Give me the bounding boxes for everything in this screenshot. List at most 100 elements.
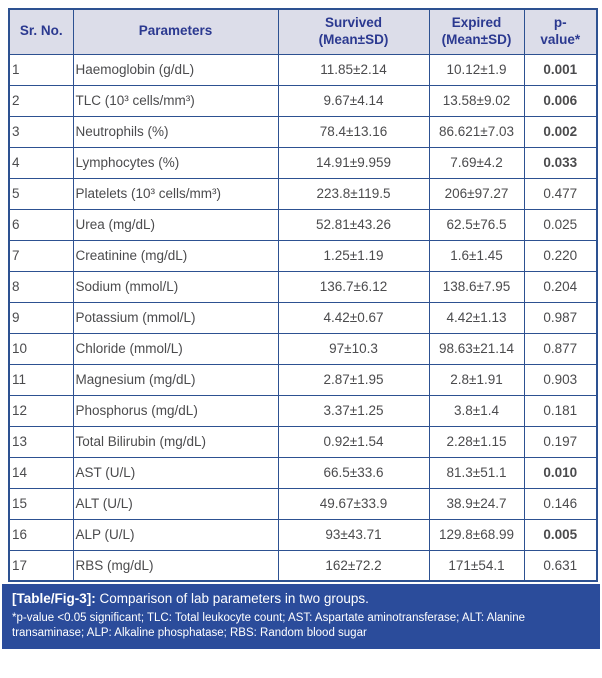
cell-parameter: ALP (U/L) [72,518,279,551]
cell-parameter: Platelets (10³ cells/mm³) [72,177,279,210]
cell-sr-no: 9 [8,301,74,334]
cell-survived: 52.81±43.26 [277,208,430,241]
cell-survived: 9.67±4.14 [277,84,430,117]
cell-parameter: Potassium (mmol/L) [72,301,279,334]
cell-parameter: AST (U/L) [72,456,279,489]
cell-p-value: 0.033 [523,146,598,179]
lab-parameters-table: Sr. No. Parameters Survived (Mean±SD) Ex… [8,8,598,582]
table-row: 5 Platelets (10³ cells/mm³) 223.8±119.5 206… [8,177,598,210]
caption-footnote: *p-value <0.05 significant; TLC: Total l… [12,611,526,640]
cell-sr-no: 16 [8,518,74,551]
table-row: 7 Creatinine (mg/dL) 1.25±1.19 1.6±1.45 0.22… [8,239,598,272]
cell-survived: 66.5±33.6 [277,456,430,489]
table-row: 16 ALP (U/L) 93±43.71 129.8±68.99 0.005 [8,518,598,551]
cell-expired: 171±54.1 [428,549,525,582]
cell-survived: 78.4±13.16 [277,115,430,148]
cell-parameter: RBS (mg/dL) [72,549,279,582]
cell-p-value: 0.006 [523,84,598,117]
cell-sr-no: 4 [8,146,74,179]
cell-expired: 4.42±1.13 [428,301,525,334]
cell-survived: 2.87±1.95 [277,363,430,396]
cell-expired: 129.8±68.99 [428,518,525,551]
table-row: 8 Sodium (mmol/L) 136.7±6.12 138.6±7.95 0.20… [8,270,598,303]
cell-p-value: 0.181 [523,394,598,427]
cell-sr-no: 15 [8,487,74,520]
table-row: 13 Total Bilirubin (mg/dL) 0.92±1.54 2.28±1… [8,425,598,458]
cell-expired: 38.9±24.7 [428,487,525,520]
cell-parameter: Total Bilirubin (mg/dL) [72,425,279,458]
cell-survived: 97±10.3 [277,332,430,365]
cell-expired: 138.6±7.95 [428,270,525,303]
cell-p-value: 0.631 [523,549,598,582]
table-row: 3 Neutrophils (%) 78.4±13.16 86.621±7.03 0.0… [8,115,598,148]
cell-survived: 4.42±0.67 [277,301,430,334]
cell-sr-no: 5 [8,177,74,210]
cell-expired: 62.5±76.5 [428,208,525,241]
cell-sr-no: 13 [8,425,74,458]
cell-sr-no: 1 [8,53,74,86]
cell-parameter: Phosphorus (mg/dL) [72,394,279,427]
table-row: 2 TLC (10³ cells/mm³) 9.67±4.14 13.58±9.02 0… [8,84,598,117]
cell-p-value: 0.025 [523,208,598,241]
cell-expired: 1.6±1.45 [428,239,525,272]
table-row: 11 Magnesium (mg/dL) 2.87±1.95 2.8±1.91 0.90… [8,363,598,396]
cell-survived: 93±43.71 [277,518,430,551]
caption-label: [Table/Fig-3]: [12,591,96,606]
table-row: 15 ALT (U/L) 49.67±33.9 38.9±24.7 0.146 [8,487,598,520]
cell-sr-no: 2 [8,84,74,117]
cell-parameter: Lymphocytes (%) [72,146,279,179]
table-row: 17 RBS (mg/dL) 162±72.2 171±54.1 0.631 [8,549,598,582]
column-header-sr-no: Sr. No. [8,8,74,55]
cell-p-value: 0.220 [523,239,598,272]
cell-survived: 0.92±1.54 [277,425,430,458]
cell-expired: 206±97.27 [428,177,525,210]
table-row: 10 Chloride (mmol/L) 97±10.3 98.63±21.14 0.8… [8,332,598,365]
cell-p-value: 0.877 [523,332,598,365]
cell-survived: 14.91±9.959 [277,146,430,179]
table-row: 9 Potassium (mmol/L) 4.42±0.67 4.42±1.13 0.9… [8,301,598,334]
cell-p-value: 0.002 [523,115,598,148]
cell-sr-no: 14 [8,456,74,489]
caption-text: Comparison of lab parameters in two grou… [95,591,369,606]
cell-survived: 11.85±2.14 [277,53,430,86]
cell-p-value: 0.010 [523,456,598,489]
cell-sr-no: 6 [8,208,74,241]
cell-parameter: Magnesium (mg/dL) [72,363,279,396]
cell-survived: 223.8±119.5 [277,177,430,210]
cell-p-value: 0.477 [523,177,598,210]
column-header-p-value: p- value* [523,8,598,55]
cell-expired: 98.63±21.14 [428,332,525,365]
cell-sr-no: 10 [8,332,74,365]
cell-p-value: 0.001 [523,53,598,86]
table-row: 1 Haemoglobin (g/dL) 11.85±2.14 10.12±1.9 0.… [8,53,598,86]
cell-p-value: 0.146 [523,487,598,520]
cell-sr-no: 8 [8,270,74,303]
page: { "table": { "columns": [ { "label": "Sr… [0,8,602,678]
cell-parameter: ALT (U/L) [72,487,279,520]
cell-survived: 1.25±1.19 [277,239,430,272]
cell-expired: 81.3±51.1 [428,456,525,489]
cell-expired: 3.8±1.4 [428,394,525,427]
table-row: 12 Phosphorus (mg/dL) 3.37±1.25 3.8±1.4 0.18… [8,394,598,427]
table-row: 4 Lymphocytes (%) 14.91±9.959 7.69±4.2 0.033 [8,146,598,179]
cell-sr-no: 11 [8,363,74,396]
column-header-expired: Expired (Mean±SD) [428,8,525,55]
cell-parameter: Neutrophils (%) [72,115,279,148]
cell-parameter: Sodium (mmol/L) [72,270,279,303]
cell-p-value: 0.987 [523,301,598,334]
caption-title: [Table/Fig-3]: Comparison of lab paramet… [12,591,590,608]
table-row: 6 Urea (mg/dL) 52.81±43.26 62.5±76.5 0.025 [8,208,598,241]
cell-parameter: Urea (mg/dL) [72,208,279,241]
cell-sr-no: 7 [8,239,74,272]
figure-caption: [Table/Fig-3]: Comparison of lab paramet… [2,584,600,650]
cell-p-value: 0.204 [523,270,598,303]
cell-parameter: Creatinine (mg/dL) [72,239,279,272]
cell-parameter: Chloride (mmol/L) [72,332,279,365]
cell-sr-no: 17 [8,549,74,582]
cell-survived: 162±72.2 [277,549,430,582]
cell-p-value: 0.197 [523,425,598,458]
cell-parameter: Haemoglobin (g/dL) [72,53,279,86]
column-header-parameters: Parameters [72,8,279,55]
cell-expired: 86.621±7.03 [428,115,525,148]
header-row: Sr. No. Parameters Survived (Mean±SD) Ex… [8,8,598,55]
